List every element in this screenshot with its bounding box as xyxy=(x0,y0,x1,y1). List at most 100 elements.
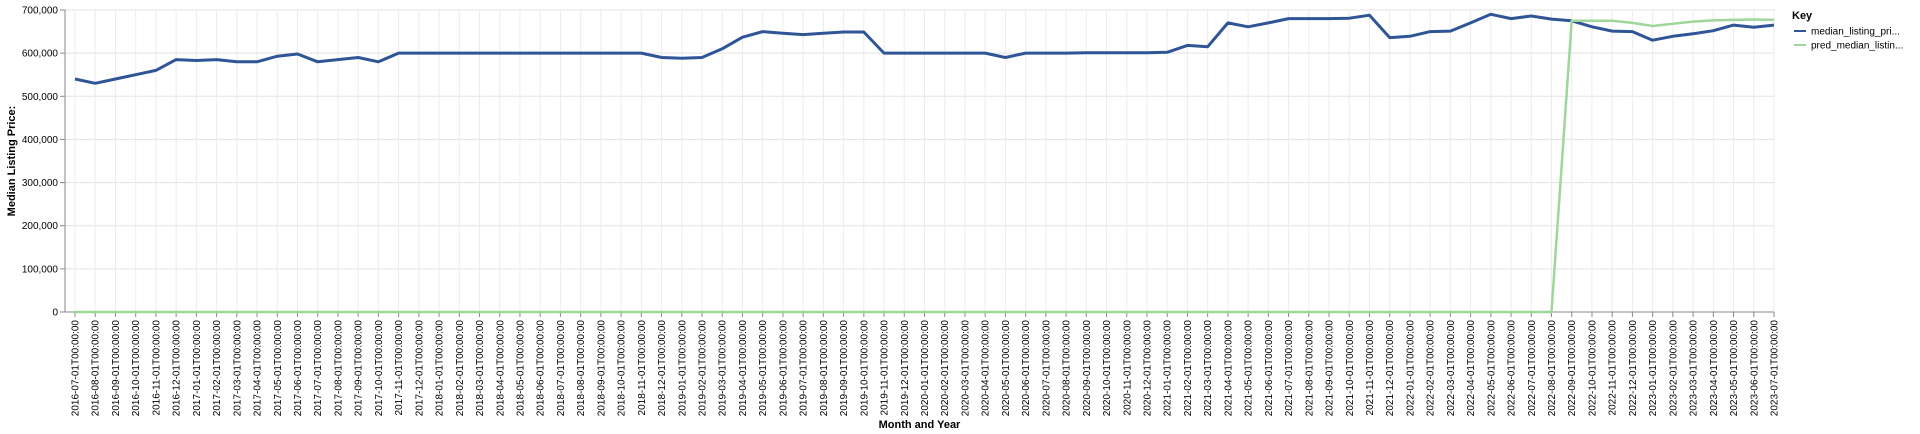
x-tick-label: 2023-01-01T00:00:00 xyxy=(1648,320,1659,417)
x-tick-label: 2017-07-01T00:00:00 xyxy=(313,320,324,417)
x-tick-label: 2017-03-01T00:00:00 xyxy=(232,320,243,417)
x-tick-label: 2018-06-01T00:00:00 xyxy=(536,320,547,417)
x-tick-label: 2018-05-01T00:00:00 xyxy=(515,320,526,417)
x-tick-label: 2021-04-01T00:00:00 xyxy=(1223,320,1234,417)
x-tick-label: 2020-11-01T00:00:00 xyxy=(1122,320,1133,416)
x-tick-label: 2019-11-01T00:00:00 xyxy=(880,320,891,416)
series-line xyxy=(75,18,1775,314)
y-tick-label: 500,000 xyxy=(22,92,59,103)
x-tick-label: 2017-08-01T00:00:00 xyxy=(333,320,344,417)
x-tick-label: 2019-01-01T00:00:00 xyxy=(677,320,688,417)
x-tick-label: 2017-10-01T00:00:00 xyxy=(374,320,385,417)
x-tick-label: 2022-03-01T00:00:00 xyxy=(1446,320,1457,417)
legend-title: Key xyxy=(1792,10,1813,22)
y-tick-label: 400,000 xyxy=(22,135,59,146)
x-tick-label: 2019-07-01T00:00:00 xyxy=(799,320,810,417)
x-tick-label: 2018-11-01T00:00:00 xyxy=(637,320,648,416)
x-tick-label: 2021-03-01T00:00:00 xyxy=(1203,320,1214,417)
x-tick-label: 2020-01-01T00:00:00 xyxy=(920,320,931,417)
x-tick-label: 2021-02-01T00:00:00 xyxy=(1183,320,1194,417)
x-tick-label: 2020-06-01T00:00:00 xyxy=(1021,320,1032,417)
x-tick-label: 2017-01-01T00:00:00 xyxy=(192,320,203,417)
x-tick-label: 2023-07-01T00:00:00 xyxy=(1770,320,1781,417)
x-tick-label: 2017-06-01T00:00:00 xyxy=(293,320,304,417)
gridlines xyxy=(64,9,1775,313)
x-tick-label: 2019-02-01T00:00:00 xyxy=(698,320,709,417)
x-tick-label: 2020-12-01T00:00:00 xyxy=(1142,320,1153,417)
x-tick-label: 2016-08-01T00:00:00 xyxy=(91,320,102,417)
x-tick-label: 2020-07-01T00:00:00 xyxy=(1041,320,1052,417)
x-tick-label: 2023-03-01T00:00:00 xyxy=(1689,320,1700,417)
x-tick-label: 2020-08-01T00:00:00 xyxy=(1062,320,1073,417)
x-tick-label: 2022-06-01T00:00:00 xyxy=(1507,320,1518,417)
x-tick-label: 2018-02-01T00:00:00 xyxy=(455,320,466,417)
x-tick-label: 2022-12-01T00:00:00 xyxy=(1628,320,1639,417)
x-tick-label: 2018-08-01T00:00:00 xyxy=(576,320,587,417)
x-tick-label: 2022-11-01T00:00:00 xyxy=(1608,320,1619,416)
x-tick-label: 2018-04-01T00:00:00 xyxy=(495,320,506,417)
x-tick-label: 2019-05-01T00:00:00 xyxy=(758,320,769,417)
y-tick-label: 100,000 xyxy=(22,264,59,275)
x-tick-label: 2022-09-01T00:00:00 xyxy=(1567,320,1578,417)
x-tick-label: 2019-12-01T00:00:00 xyxy=(900,320,911,417)
x-tick-label: 2018-07-01T00:00:00 xyxy=(556,320,567,417)
x-tick-label: 2023-04-01T00:00:00 xyxy=(1709,320,1720,417)
x-tick-label: 2020-10-01T00:00:00 xyxy=(1102,320,1113,417)
x-tick-label: 2018-03-01T00:00:00 xyxy=(475,320,486,417)
x-tick-label: 2020-02-01T00:00:00 xyxy=(940,320,951,417)
x-tick-label: 2018-10-01T00:00:00 xyxy=(617,320,628,417)
x-tick-label: 2016-10-01T00:00:00 xyxy=(131,320,142,417)
x-tick-label: 2022-07-01T00:00:00 xyxy=(1527,320,1538,417)
y-tick-label: 200,000 xyxy=(22,221,59,232)
y-tick-label: 300,000 xyxy=(22,178,59,189)
legend-label: pred_median_listin... xyxy=(1811,41,1903,52)
x-tick-label: 2019-09-01T00:00:00 xyxy=(839,320,850,417)
x-tick-label: 2016-11-01T00:00:00 xyxy=(151,320,162,416)
x-tick-label: 2020-09-01T00:00:00 xyxy=(1082,320,1093,417)
x-tick-label: 2023-05-01T00:00:00 xyxy=(1729,320,1740,417)
x-tick-label: 2017-02-01T00:00:00 xyxy=(212,320,223,417)
x-tick-label: 2017-05-01T00:00:00 xyxy=(273,320,284,417)
x-tick-label: 2016-09-01T00:00:00 xyxy=(111,320,122,417)
y-tick-label: 0 xyxy=(52,308,58,319)
x-tick-label: 2022-08-01T00:00:00 xyxy=(1547,320,1558,417)
x-tick-label: 2021-01-01T00:00:00 xyxy=(1163,320,1174,417)
x-tick-label: 2019-06-01T00:00:00 xyxy=(778,320,789,417)
x-tick-label: 2019-04-01T00:00:00 xyxy=(738,320,749,417)
x-tick-label: 2021-07-01T00:00:00 xyxy=(1284,320,1295,417)
y-axis: 0 100,000 200,000 300,000 400,000 500,000 600,… xyxy=(22,6,66,319)
x-tick-label: 2019-08-01T00:00:00 xyxy=(819,320,830,417)
x-tick-label: 2017-09-01T00:00:00 xyxy=(354,320,365,417)
x-tick-label: 2018-09-01T00:00:00 xyxy=(596,320,607,417)
x-tick-label: 2021-06-01T00:00:00 xyxy=(1264,320,1275,417)
x-tick-label: 2022-10-01T00:00:00 xyxy=(1587,320,1598,417)
legend: Key median_listing_pri... pred_median_lis… xyxy=(1792,10,1903,52)
x-tick-label: 2019-03-01T00:00:00 xyxy=(718,320,729,417)
x-tick-label: 2022-05-01T00:00:00 xyxy=(1486,320,1497,417)
x-tick-label: 2023-02-01T00:00:00 xyxy=(1668,320,1679,417)
series-lines xyxy=(74,12,1775,314)
x-tick-label: 2016-07-01T00:00:00 xyxy=(71,320,82,417)
y-tick-label: 700,000 xyxy=(22,6,59,17)
x-tick-label: 2018-12-01T00:00:00 xyxy=(657,320,668,417)
x-tick-label: 2017-04-01T00:00:00 xyxy=(253,320,264,417)
x-axis: 2016-07-01T00:00:00 2016-08-01T00:00:00 20… xyxy=(65,311,1781,417)
x-tick-label: 2022-01-01T00:00:00 xyxy=(1405,320,1416,417)
x-axis-title: Month and Year xyxy=(879,419,961,431)
legend-label: median_listing_pri... xyxy=(1811,27,1900,38)
x-tick-label: 2021-05-01T00:00:00 xyxy=(1244,320,1255,417)
x-tick-label: 2017-11-01T00:00:00 xyxy=(394,320,405,416)
x-tick-label: 2021-09-01T00:00:00 xyxy=(1325,320,1336,417)
x-tick-label: 2020-03-01T00:00:00 xyxy=(960,320,971,417)
x-tick-label: 2016-12-01T00:00:00 xyxy=(172,320,183,417)
x-tick-label: 2021-08-01T00:00:00 xyxy=(1304,320,1315,417)
x-tick-label: 2023-06-01T00:00:00 xyxy=(1749,320,1760,417)
x-tick-label: 2020-04-01T00:00:00 xyxy=(981,320,992,417)
y-tick-label: 600,000 xyxy=(22,49,59,60)
y-axis-title: Median Listing Price: xyxy=(6,106,18,217)
x-tick-label: 2020-05-01T00:00:00 xyxy=(1001,320,1012,417)
x-tick-label: 2021-11-01T00:00:00 xyxy=(1365,320,1376,416)
x-tick-label: 2021-10-01T00:00:00 xyxy=(1345,320,1356,417)
x-tick-label: 2017-12-01T00:00:00 xyxy=(414,320,425,417)
